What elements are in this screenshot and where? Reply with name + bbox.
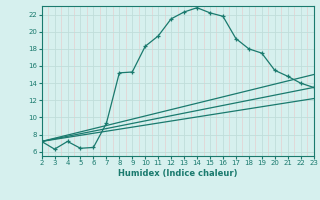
- X-axis label: Humidex (Indice chaleur): Humidex (Indice chaleur): [118, 169, 237, 178]
